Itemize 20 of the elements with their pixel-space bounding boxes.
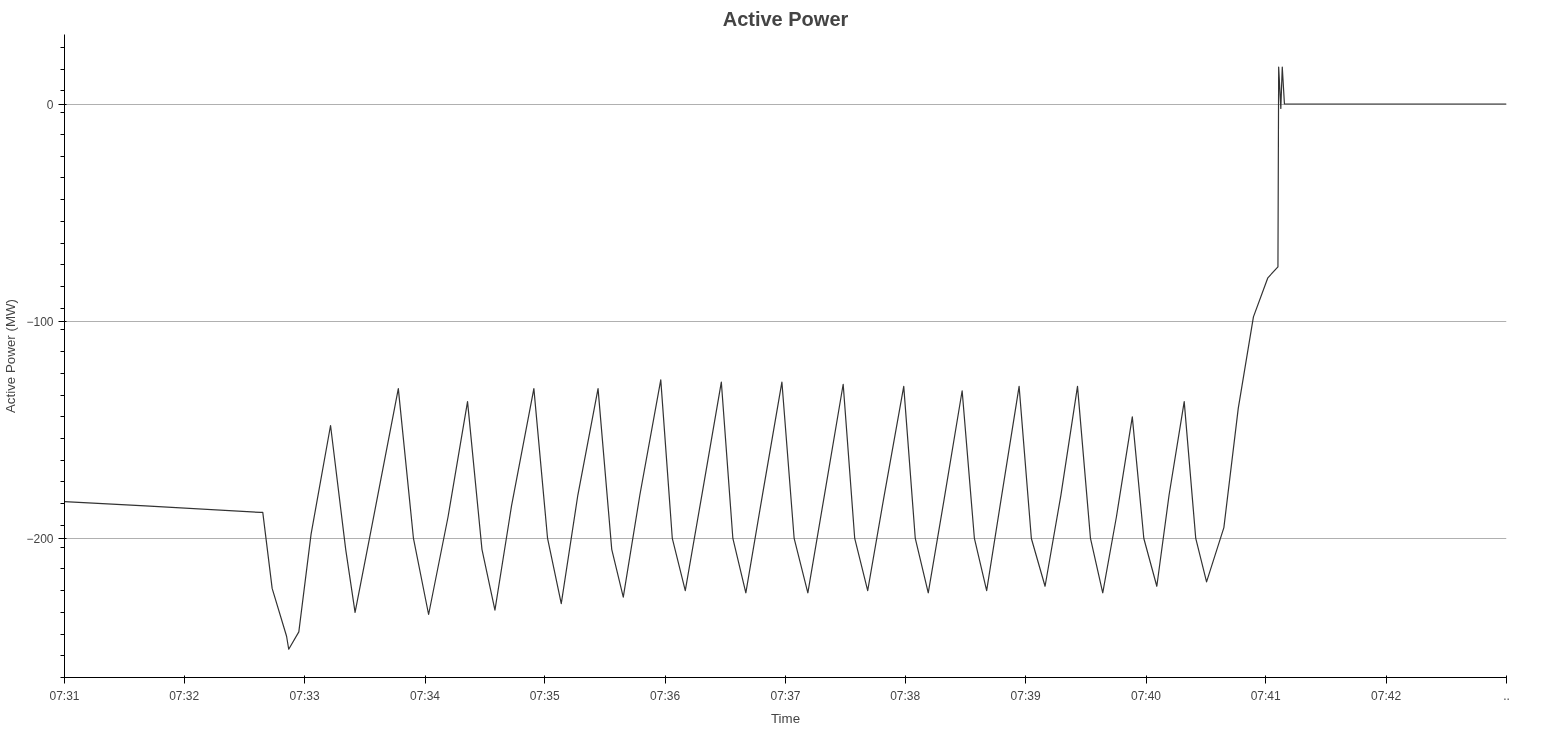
x-tick-label: 07:36 (650, 688, 681, 703)
x-tick-label: 07:39 (1010, 688, 1041, 703)
x-tick-label: 07:32 (169, 688, 200, 703)
y-tick-label: −100 (26, 314, 54, 329)
x-tick-label: 07:35 (529, 688, 561, 703)
chart-title: Active Power (722, 7, 849, 30)
line-series (64, 66, 1507, 650)
x-tick-label: 07:40 (1130, 688, 1162, 703)
y-tick-label: −200 (26, 531, 54, 546)
x-tick-label: 07:33 (289, 688, 320, 703)
x-tick-label: 07:34 (409, 688, 441, 703)
y-axis-title: Active Power (MW) (3, 298, 19, 414)
x-tick-label: 07:37 (770, 688, 801, 703)
x-axis-title: Time (770, 710, 801, 726)
x-tick-label: 07:38 (890, 688, 921, 703)
x-tick-label: 07:41 (1250, 688, 1282, 703)
x-tick-label: .. (1503, 688, 1510, 703)
x-tick-label: 07:31 (49, 688, 80, 703)
x-tick-label: 07:42 (1371, 688, 1402, 703)
y-tick-label: 0 (46, 97, 54, 112)
